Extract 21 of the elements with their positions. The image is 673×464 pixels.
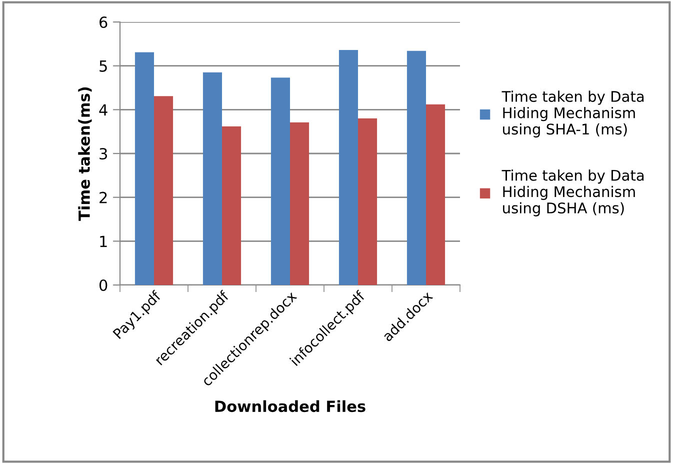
- legend-label: Time taken by Data Hiding Mechanism using DSHA (ms): [502, 170, 644, 216]
- y-tick-label: 4: [99, 104, 108, 116]
- bar: [154, 96, 174, 285]
- y-tick-label: 3: [100, 148, 107, 160]
- bar: [134, 52, 154, 285]
- y-axis-title: Time taken(ms): [78, 87, 92, 221]
- y-tick-label: 6: [100, 16, 108, 28]
- y-tick-label: 0: [99, 279, 108, 292]
- bar: [406, 50, 426, 285]
- legend-label: Time taken by Data Hiding Mechanism using SHA-1 (ms): [502, 90, 644, 138]
- bar: [270, 78, 290, 285]
- bar: [338, 50, 358, 285]
- y-tick-label: 5: [100, 60, 107, 72]
- y-tick-label: 1: [100, 236, 107, 247]
- bar: [222, 126, 242, 285]
- bar: [202, 72, 222, 285]
- y-tick-label: 2: [100, 192, 107, 204]
- bar: [290, 122, 310, 285]
- x-axis-title: Downloaded Files: [215, 400, 366, 412]
- bar: [358, 118, 378, 285]
- bar: [426, 104, 446, 285]
